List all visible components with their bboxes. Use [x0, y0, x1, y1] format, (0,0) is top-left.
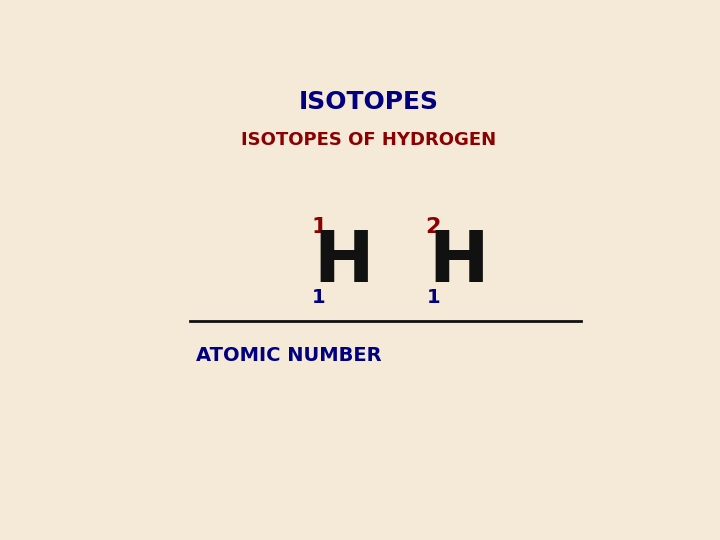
Text: ISOTOPES: ISOTOPES — [299, 90, 439, 114]
Text: 1: 1 — [426, 288, 440, 307]
Text: 1: 1 — [312, 288, 325, 307]
Text: 1: 1 — [311, 217, 327, 237]
Text: H: H — [314, 228, 374, 297]
Text: H: H — [428, 228, 489, 297]
Text: ATOMIC NUMBER: ATOMIC NUMBER — [196, 346, 382, 366]
Text: ISOTOPES OF HYDROGEN: ISOTOPES OF HYDROGEN — [241, 131, 497, 149]
Text: 2: 2 — [426, 217, 441, 237]
